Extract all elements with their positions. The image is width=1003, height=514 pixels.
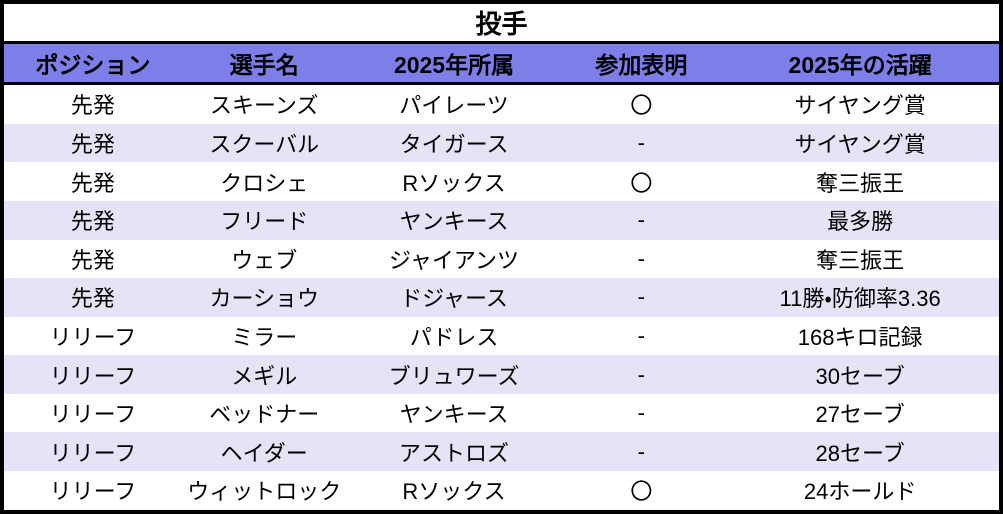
cell-player: ヘイダー	[181, 432, 347, 471]
cell-player: カーショウ	[181, 278, 347, 317]
cell-player: クロシェ	[181, 162, 347, 201]
cell-entry: -	[561, 123, 722, 163]
cell-entry: -	[561, 278, 722, 317]
table-row: リリーフ ウィットロック Rソックス〇 24ホールド	[2, 470, 1001, 512]
cell-position: リリーフ	[2, 355, 182, 394]
cell-position: 先発	[2, 201, 182, 240]
table-head: 投手 ポジション 選手名 2025年所属 参加表明 2025年の活躍	[2, 2, 1001, 85]
cell-position: 先発	[2, 83, 182, 124]
cell-result: 168キロ記録	[721, 316, 1001, 356]
cell-result: サイヤング賞	[721, 123, 1001, 163]
cell-player: ミラー	[181, 316, 347, 356]
table-row: リリーフ ベッドナー ヤンキース -27セーブ	[2, 393, 1001, 433]
table-row: 先発 カーショウ ドジャース -11勝・防御率3.36	[2, 278, 1001, 317]
table-title: 投手	[2, 2, 1001, 44]
header-row: ポジション 選手名 2025年所属 参加表明 2025年の活躍	[2, 42, 1001, 85]
cell-position: 先発	[2, 123, 182, 163]
table-row: 先発 スキーンズ パイレーツ〇サイヤング賞	[2, 83, 1001, 124]
cell-position: 先発	[2, 162, 182, 201]
cell-team: ヤンキース	[346, 201, 562, 240]
cell-position: 先発	[2, 239, 182, 279]
cell-team: パイレーツ	[346, 83, 562, 124]
table-row: リリーフ ヘイダー アストロズ -28セーブ	[2, 432, 1001, 471]
table-row: 先発 ウェブ ジャイアンツ - 奪三振王	[2, 239, 1001, 279]
table-row: 先発 クロシェ Rソックス〇奪三振王	[2, 162, 1001, 201]
cell-entry: -	[561, 316, 722, 356]
cell-entry: 〇	[561, 83, 722, 124]
table-body: 先発 スキーンズ パイレーツ〇サイヤング賞 先発 スクーバル タイガース - サイヤング賞 先発…	[2, 83, 1001, 512]
column-header-position: ポジション	[2, 42, 182, 85]
cell-team: アストロズ	[346, 432, 562, 471]
title-row: 投手	[2, 2, 1001, 44]
cell-entry: -	[561, 355, 722, 394]
cell-team: ブリュワーズ	[346, 355, 562, 394]
table-row: リリーフ ミラー パドレス -168キロ記録	[2, 316, 1001, 356]
cell-entry: -	[561, 393, 722, 433]
cell-result: 奪三振王	[721, 162, 1001, 201]
cell-position: リリーフ	[2, 316, 182, 356]
cell-result: 最多勝	[721, 201, 1001, 240]
cell-position: 先発	[2, 278, 182, 317]
table-row: リリーフ メギル ブリュワーズ -30セーブ	[2, 355, 1001, 394]
cell-player: ベッドナー	[181, 393, 347, 433]
cell-team: Rソックス	[346, 470, 562, 512]
column-header-team: 2025年所属	[346, 42, 562, 85]
cell-player: スキーンズ	[181, 83, 347, 124]
cell-team: パドレス	[346, 316, 562, 356]
cell-result: 24ホールド	[721, 470, 1001, 512]
cell-team: ジャイアンツ	[346, 239, 562, 279]
cell-player: メギル	[181, 355, 347, 394]
column-header-entry: 参加表明	[561, 42, 722, 85]
cell-position: リリーフ	[2, 432, 182, 471]
cell-result: 28セーブ	[721, 432, 1001, 471]
table-row: 先発 フリード ヤンキース - 最多勝	[2, 201, 1001, 240]
cell-result: サイヤング賞	[721, 83, 1001, 124]
column-header-player: 選手名	[181, 42, 347, 85]
cell-player: ウィットロック	[181, 470, 347, 512]
cell-entry: -	[561, 432, 722, 471]
cell-entry: 〇	[561, 470, 722, 512]
column-header-result: 2025年の活躍	[721, 42, 1001, 85]
cell-position: リリーフ	[2, 470, 182, 512]
cell-result: 30セーブ	[721, 355, 1001, 394]
cell-result: 奪三振王	[721, 239, 1001, 279]
cell-player: フリード	[181, 201, 347, 240]
cell-player: スクーバル	[181, 123, 347, 163]
cell-team: ヤンキース	[346, 393, 562, 433]
cell-entry: -	[561, 239, 722, 279]
cell-team: Rソックス	[346, 162, 562, 201]
cell-team: ドジャース	[346, 278, 562, 317]
cell-result: 27セーブ	[721, 393, 1001, 433]
cell-entry: -	[561, 201, 722, 240]
cell-position: リリーフ	[2, 393, 182, 433]
cell-team: タイガース	[346, 123, 562, 163]
cell-result: 11勝・防御率3.36	[721, 278, 1001, 317]
table-row: 先発 スクーバル タイガース - サイヤング賞	[2, 123, 1001, 163]
cell-entry: 〇	[561, 162, 722, 201]
cell-player: ウェブ	[181, 239, 347, 279]
